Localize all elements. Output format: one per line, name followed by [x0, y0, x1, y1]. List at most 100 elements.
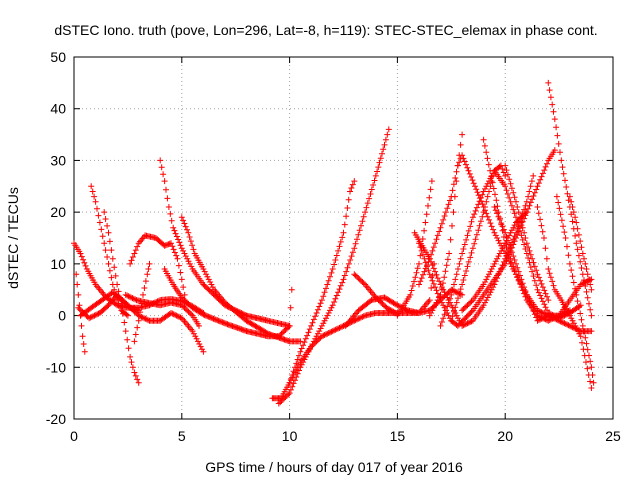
data-point	[313, 310, 320, 316]
data-point	[169, 310, 176, 317]
data-point	[486, 216, 492, 223]
data-point	[176, 239, 183, 246]
data-point	[579, 339, 585, 346]
data-point	[158, 164, 165, 171]
data-point	[465, 319, 472, 326]
data-point	[181, 291, 188, 298]
data-point	[557, 318, 564, 325]
data-point	[178, 276, 185, 283]
data-point	[461, 321, 468, 328]
data-point	[209, 284, 216, 291]
data-point	[182, 253, 189, 260]
data-point	[556, 312, 563, 319]
data-point	[325, 277, 332, 284]
data-series	[448, 162, 509, 324]
data-point	[577, 238, 584, 245]
data-point	[484, 213, 491, 220]
data-point	[507, 229, 514, 236]
data-point	[413, 269, 420, 276]
data-point	[483, 297, 490, 304]
data-point	[534, 307, 541, 314]
data-point	[526, 247, 533, 254]
data-point	[507, 245, 514, 252]
data-point	[442, 268, 449, 275]
data-point	[531, 263, 538, 270]
data-series	[101, 209, 142, 386]
data-point	[105, 229, 112, 236]
data-point	[470, 180, 477, 187]
data-point	[587, 281, 594, 288]
data-point	[455, 289, 461, 296]
data-point	[453, 168, 460, 175]
data-point	[336, 243, 343, 250]
data-point	[196, 322, 202, 329]
data-point	[583, 340, 590, 347]
data-point	[508, 202, 515, 209]
data-point	[442, 291, 449, 298]
data-point	[539, 228, 546, 235]
data-point	[134, 376, 141, 383]
data-point	[436, 278, 443, 285]
data-series	[77, 289, 142, 319]
data-point	[568, 323, 575, 330]
data-point	[109, 255, 116, 262]
data-point	[89, 188, 96, 195]
data-point	[437, 322, 444, 329]
data-point	[333, 292, 340, 299]
data-point	[277, 332, 284, 338]
x-axis-label: GPS time / hours of day 017 of year 2016	[205, 459, 463, 475]
data-point	[451, 308, 457, 315]
data-point	[542, 290, 549, 297]
data-point	[394, 302, 401, 309]
data-point	[409, 283, 416, 289]
data-point	[293, 360, 300, 367]
data-point	[185, 308, 192, 315]
data-point	[447, 197, 453, 204]
data-point	[309, 319, 316, 326]
data-point	[488, 266, 495, 272]
data-point	[511, 257, 518, 263]
data-series	[545, 79, 595, 319]
data-point	[132, 296, 139, 303]
data-point	[124, 336, 131, 343]
data-point	[588, 328, 595, 335]
data-point	[429, 247, 436, 254]
data-point	[104, 222, 111, 229]
data-point	[492, 278, 499, 285]
data-point	[176, 313, 183, 320]
data-point	[205, 276, 212, 283]
data-point	[292, 369, 298, 376]
data-point	[495, 253, 502, 260]
y-tick-label: -10	[46, 359, 66, 375]
data-point	[444, 256, 451, 263]
data-point	[446, 250, 453, 257]
data-point	[366, 195, 373, 202]
data-point	[521, 211, 528, 218]
data-point	[510, 253, 517, 260]
data-point	[459, 250, 466, 257]
data-point	[447, 295, 453, 302]
data-point	[323, 331, 329, 338]
data-point	[355, 231, 362, 238]
data-point	[574, 225, 581, 232]
data-point	[508, 259, 515, 266]
data-point	[425, 258, 432, 265]
data-point	[306, 326, 313, 333]
data-point	[135, 317, 142, 324]
data-point	[579, 280, 585, 287]
data-point	[515, 223, 522, 230]
data-point	[92, 198, 99, 205]
data-point	[535, 308, 542, 314]
data-point	[534, 183, 541, 190]
data-point	[91, 312, 98, 319]
data-point	[94, 311, 101, 318]
data-point	[290, 380, 297, 387]
data-point	[488, 173, 495, 180]
data-point	[471, 211, 478, 218]
data-point	[450, 181, 457, 188]
data-point	[575, 231, 582, 238]
data-point	[584, 294, 591, 301]
data-point	[496, 216, 503, 223]
data-point	[380, 302, 387, 309]
data-point	[321, 289, 328, 296]
